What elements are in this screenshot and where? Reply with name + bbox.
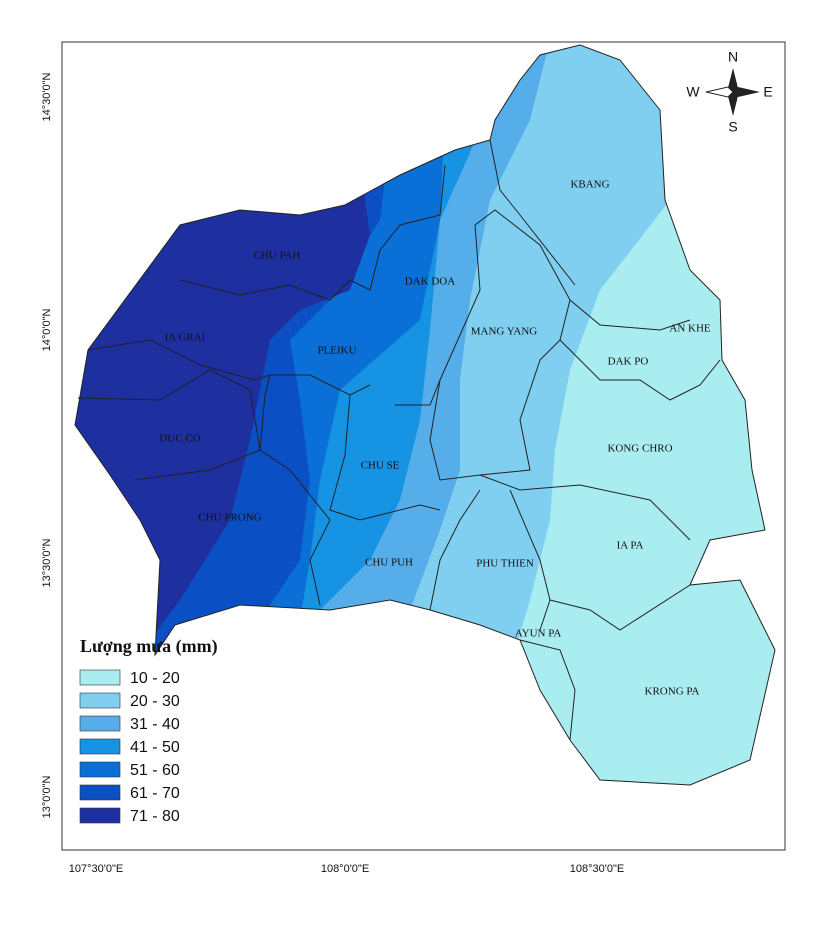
- legend-label: 71 - 80: [130, 808, 180, 825]
- compass-letter: W: [686, 84, 700, 100]
- district-label: KONG CHRO: [607, 443, 672, 455]
- latitude-label: 14°0'0"N: [41, 309, 53, 352]
- district-label: PHU THIEN: [476, 558, 534, 570]
- legend-title: Lượng mưa (mm): [80, 636, 218, 657]
- legend: Lượng mưa (mm) 10 - 20 20 - 30 31 - 40 41 -…: [79, 636, 218, 825]
- district-label: KBANG: [570, 179, 609, 191]
- graticule-labels: 14°30'0"N 14°0'0"N 13°30'0"N 13°0'0"N 10…: [41, 72, 624, 875]
- district-label: CHU PUH: [365, 557, 413, 569]
- district-label: IA GRAI: [165, 332, 206, 344]
- district-label: AN KHE: [669, 323, 711, 335]
- legend-swatch: [79, 784, 121, 801]
- longitude-label: 107°30'0"E: [69, 863, 123, 875]
- legend-label: 10 - 20: [130, 670, 180, 687]
- legend-label: 51 - 60: [130, 762, 180, 779]
- district-label: MANG YANG: [471, 326, 538, 338]
- district-label: KRONG PA: [645, 686, 700, 698]
- legend-swatch: [79, 692, 121, 709]
- district-label: AYUN PA: [515, 628, 562, 640]
- legend-label: 31 - 40: [130, 716, 180, 733]
- district-label: IA PA: [617, 540, 644, 552]
- compass: N S E W: [686, 49, 772, 135]
- compass-letter: S: [728, 119, 737, 135]
- district-label: DAK DOA: [405, 276, 455, 288]
- legend-swatch: [79, 761, 121, 778]
- district-borders: [77, 139, 721, 741]
- district-label: CHU PRONG: [198, 512, 261, 524]
- district-label: CHU SE: [361, 460, 400, 472]
- longitude-label: 108°30'0"E: [570, 863, 624, 875]
- legend-swatch: [79, 807, 121, 824]
- compass-letter: N: [728, 49, 738, 65]
- district-label: DAK PO: [608, 356, 649, 368]
- legend-swatch: [79, 669, 121, 686]
- compass-letter: E: [763, 84, 772, 100]
- latitude-label: 14°30'0"N: [41, 72, 53, 121]
- district-label: PLEIKU: [317, 345, 356, 357]
- legend-label: 41 - 50: [130, 739, 180, 756]
- district-labels: CHU PAH KBANG DAK DOA IA GRAI PLEIKU MAN…: [159, 179, 711, 698]
- legend-swatch: [79, 738, 121, 755]
- district-label: CHU PAH: [254, 250, 301, 262]
- latitude-label: 13°0'0"N: [41, 776, 53, 819]
- legend-swatch: [79, 715, 121, 732]
- district-label: DUC CO: [159, 433, 200, 445]
- legend-label: 20 - 30: [130, 693, 180, 710]
- latitude-label: 13°30'0"N: [41, 538, 53, 587]
- legend-label: 61 - 70: [130, 785, 180, 802]
- longitude-label: 108°0'0"E: [321, 863, 369, 875]
